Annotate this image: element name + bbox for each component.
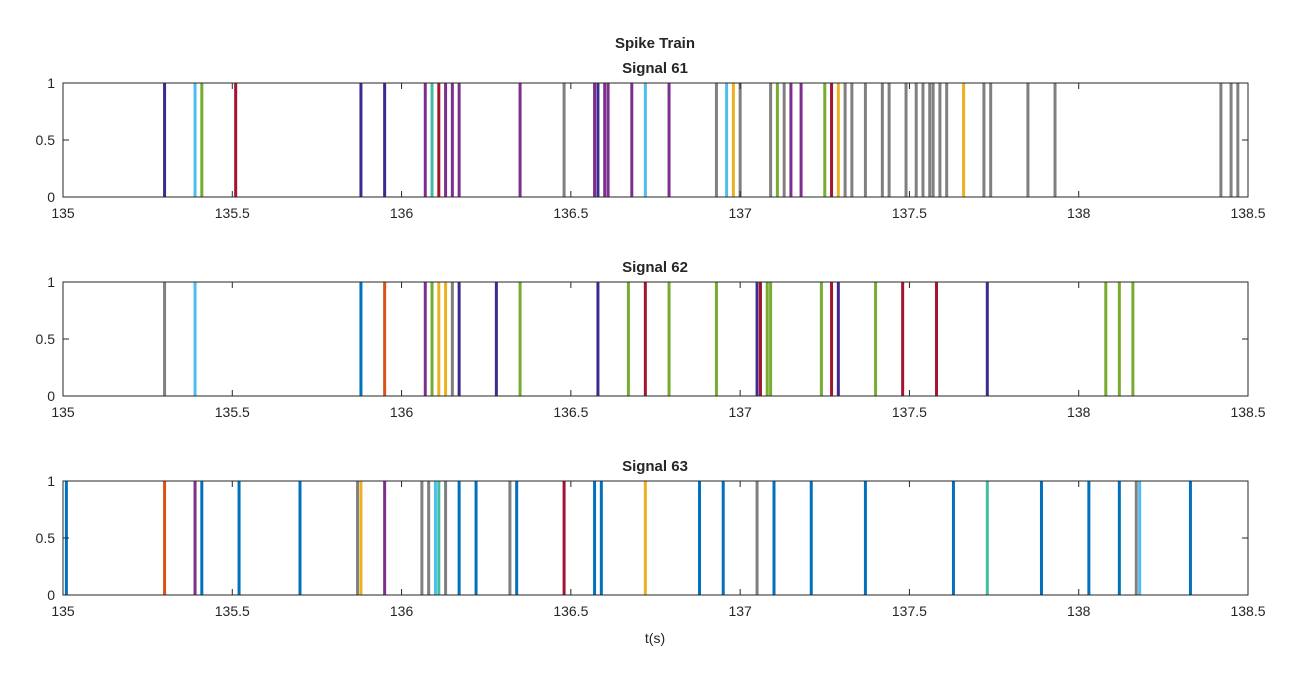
- y-tick-label: 0: [47, 189, 55, 205]
- y-tick-label: 0: [47, 388, 55, 404]
- panel-2: Signal 62 135 135.5 136 136.5 137 137.5 138 138.…: [36, 259, 1266, 420]
- x-tick-label: 138: [1067, 205, 1091, 221]
- x-tick-label: 137.5: [892, 404, 927, 420]
- x-tick-label: 135: [51, 404, 75, 420]
- panel-title: Signal 63: [622, 458, 688, 475]
- x-tick-label: 136: [390, 205, 414, 221]
- x-tick-label: 136: [390, 404, 414, 420]
- x-tick-label: 136.5: [553, 205, 588, 221]
- plot-area: [63, 481, 1248, 595]
- x-tick-label: 137: [728, 404, 752, 420]
- panel-title: Signal 62: [622, 259, 688, 276]
- y-tick-label: 0: [47, 587, 55, 603]
- y-tick-label: 0.5: [36, 132, 56, 148]
- plot-area: [63, 83, 1248, 197]
- panels: Signal 61 135 135.5 136 136.5 137 137.5 138 138.…: [36, 60, 1266, 619]
- plot-area: [63, 282, 1248, 396]
- x-tick-label: 135.5: [215, 603, 250, 619]
- x-tick-label: 137: [728, 205, 752, 221]
- panel-1: Signal 61 135 135.5 136 136.5 137 137.5 138 138.…: [36, 60, 1266, 221]
- x-tick-label: 136.5: [553, 603, 588, 619]
- figure-title: Spike Train: [615, 35, 695, 52]
- y-tick-label: 1: [47, 274, 55, 290]
- y-tick-label: 1: [47, 473, 55, 489]
- panel-title: Signal 61: [622, 60, 688, 77]
- x-tick-label: 136.5: [553, 404, 588, 420]
- x-tick-label: 137.5: [892, 205, 927, 221]
- y-tick-label: 0.5: [36, 530, 56, 546]
- x-tick-label: 137.5: [892, 603, 927, 619]
- panel-3: Signal 63 135 135.5 136 136.5 137 137.5 138 138.…: [36, 458, 1266, 619]
- x-tick-label: 137: [728, 603, 752, 619]
- x-tick-label: 138.5: [1230, 603, 1265, 619]
- y-tick-label: 1: [47, 75, 55, 91]
- x-tick-label: 135.5: [215, 404, 250, 420]
- x-tick-label: 135: [51, 205, 75, 221]
- x-tick-label: 135.5: [215, 205, 250, 221]
- x-tick-label: 136: [390, 603, 414, 619]
- x-axis-label: t(s): [645, 630, 665, 646]
- x-tick-label: 138: [1067, 404, 1091, 420]
- x-tick-label: 138: [1067, 603, 1091, 619]
- x-tick-label: 138.5: [1230, 404, 1265, 420]
- y-tick-label: 0.5: [36, 331, 56, 347]
- x-tick-label: 138.5: [1230, 205, 1265, 221]
- x-tick-label: 135: [51, 603, 75, 619]
